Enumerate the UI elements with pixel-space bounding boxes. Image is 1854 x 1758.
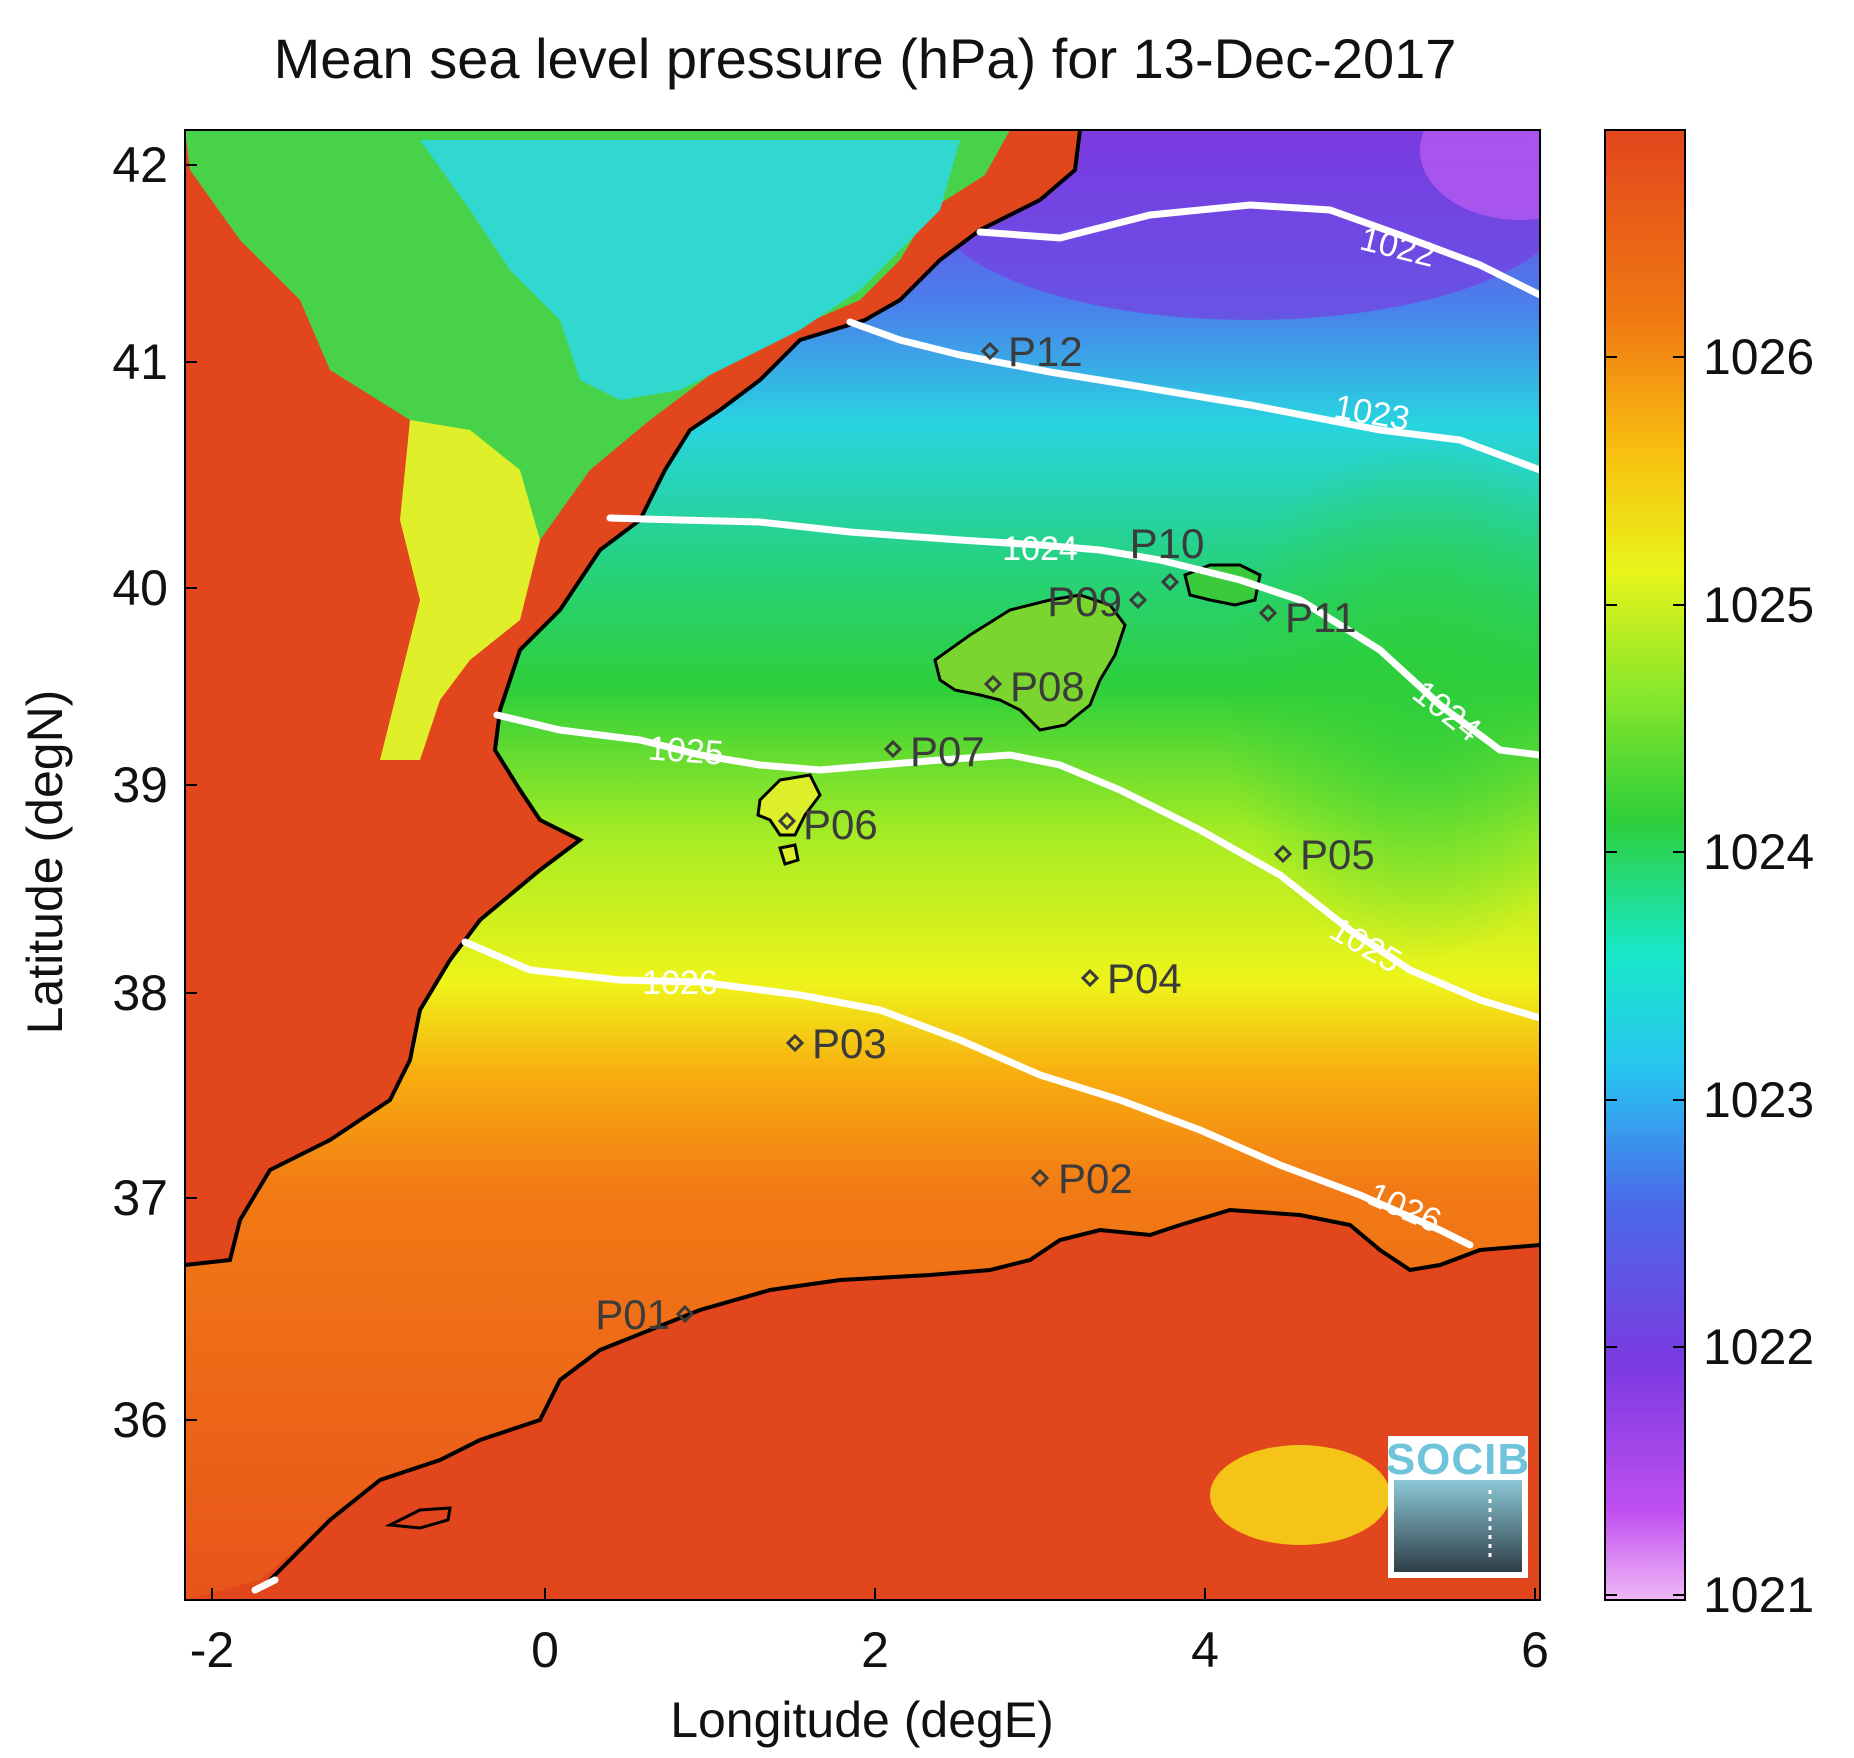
station-marker-icon (777, 811, 797, 831)
station-marker-icon (1030, 1168, 1050, 1188)
map-area: 1022 1023 1024 1024 1025 1025 1026 1026 … (185, 130, 1540, 1600)
station-p06[interactable]: P06 (777, 801, 878, 848)
colorbar-tick-label: 1026 (1703, 329, 1814, 385)
colorbar-tick-label: 1021 (1703, 1567, 1814, 1623)
colorbar-tick-label: 1024 (1703, 824, 1814, 880)
y-axis-label: Latitude (degN) (17, 690, 73, 1035)
y-tick-label: 39 (112, 757, 168, 813)
map-title: Mean sea level pressure (hPa) for 13-Dec… (274, 27, 1457, 90)
x-tick-label: 2 (861, 1622, 889, 1678)
station-label: P07 (910, 728, 985, 775)
station-p11[interactable]: P11 (1258, 594, 1357, 641)
contour-label-1025-a: 1025 (647, 729, 725, 772)
colorbar-tick-label: 1023 (1703, 1072, 1814, 1128)
menorca-island (1183, 563, 1262, 607)
station-marker-icon (1258, 603, 1278, 623)
station-label: P01 (595, 1291, 670, 1338)
station-marker-icon (675, 1304, 695, 1324)
y-tick-label: 37 (112, 1170, 168, 1226)
y-tick-label: 36 (112, 1392, 168, 1448)
x-axis-label: Longitude (degE) (670, 1692, 1054, 1748)
station-label: P03 (812, 1020, 887, 1067)
station-label: P09 (1047, 578, 1122, 625)
logo-text: SOCIB (1386, 1435, 1530, 1484)
station-p03[interactable]: P03 (785, 1020, 887, 1067)
station-p12[interactable]: P12 (980, 328, 1083, 375)
alboran-island (384, 1506, 452, 1530)
africa-yellow-patch (1210, 1445, 1390, 1545)
contour-label-1026-a: 1026 (642, 964, 718, 1002)
africa-coastline (258, 1207, 1540, 1592)
y-axis: 42 41 40 39 38 37 36 (112, 137, 197, 1448)
y-tick-label: 42 (112, 137, 168, 193)
colorbar-tick-label: 1025 (1703, 577, 1814, 633)
x-tick-label: 6 (1521, 1622, 1549, 1678)
station-marker-icon (785, 1033, 805, 1053)
station-p04[interactable]: P04 (1080, 955, 1182, 1002)
station-p01[interactable]: P01 (595, 1291, 695, 1338)
colorbar-tick-label: 1022 (1703, 1319, 1814, 1375)
sea-purple-area (930, 130, 1540, 320)
station-p07[interactable]: P07 (883, 728, 985, 775)
colorbar: 1026 1025 1024 1023 1022 1021 (1604, 129, 1814, 1623)
x-tick-label: 0 (531, 1622, 559, 1678)
x-tick-label: 4 (1191, 1622, 1219, 1678)
isobar-edge (251, 1576, 279, 1594)
ibiza-island (756, 773, 822, 837)
isobar-contours (251, 201, 1540, 1594)
iberia-interior-cyan (420, 140, 960, 400)
sea-high-green-area (1220, 440, 1540, 960)
station-p08[interactable]: P08 (983, 663, 1085, 710)
station-label: P10 (1130, 520, 1205, 567)
station-label: P11 (1285, 594, 1357, 641)
y-tick-label: 40 (112, 560, 168, 616)
x-axis: -2 0 2 4 6 (190, 1588, 1549, 1678)
station-markers: P01 P02 P03 P04 P05 P06 (595, 328, 1374, 1338)
contour-label-1024-a: 1024 (1002, 530, 1078, 568)
station-marker-icon (883, 739, 903, 759)
iberia-coastline (185, 130, 1082, 1267)
station-label: P04 (1107, 955, 1182, 1002)
station-marker-icon (1080, 968, 1100, 988)
isobar-1025-a (493, 711, 1540, 1022)
station-p10[interactable]: P10 (1130, 520, 1205, 592)
iberia-interior-yellow (380, 420, 540, 760)
formentera-island (778, 843, 800, 866)
y-tick-label: 41 (112, 334, 168, 390)
station-marker-icon (983, 674, 1003, 694)
station-marker-icon (1128, 590, 1148, 610)
y-tick-label: 38 (112, 965, 168, 1021)
station-p02[interactable]: P02 (1030, 1155, 1133, 1202)
station-marker-icon (980, 341, 1000, 361)
station-p05[interactable]: P05 (1273, 831, 1375, 878)
isobar-1022 (976, 201, 1540, 299)
station-label: P02 (1058, 1155, 1133, 1202)
colorbar-gradient (1604, 129, 1686, 1601)
sea-violet-corner (1420, 130, 1540, 220)
north-africa-land (185, 1210, 1540, 1600)
station-marker-icon (1273, 844, 1293, 864)
station-marker-icon (1160, 572, 1180, 592)
station-label: P12 (1008, 328, 1083, 375)
socib-logo: SOCIB (1386, 1435, 1530, 1578)
logo-image (1394, 1480, 1522, 1572)
x-tick-label: -2 (190, 1622, 234, 1678)
station-p09[interactable]: P09 (1047, 578, 1148, 625)
isobar-1024-a (606, 514, 1540, 759)
station-label: P05 (1300, 831, 1375, 878)
station-label: P08 (1010, 663, 1085, 710)
isobar-1026-a (461, 938, 1474, 1249)
isobar-1023 (846, 318, 1540, 474)
map-frame (184, 129, 1541, 1601)
mallorca-island (933, 593, 1127, 732)
station-label: P06 (803, 801, 878, 848)
